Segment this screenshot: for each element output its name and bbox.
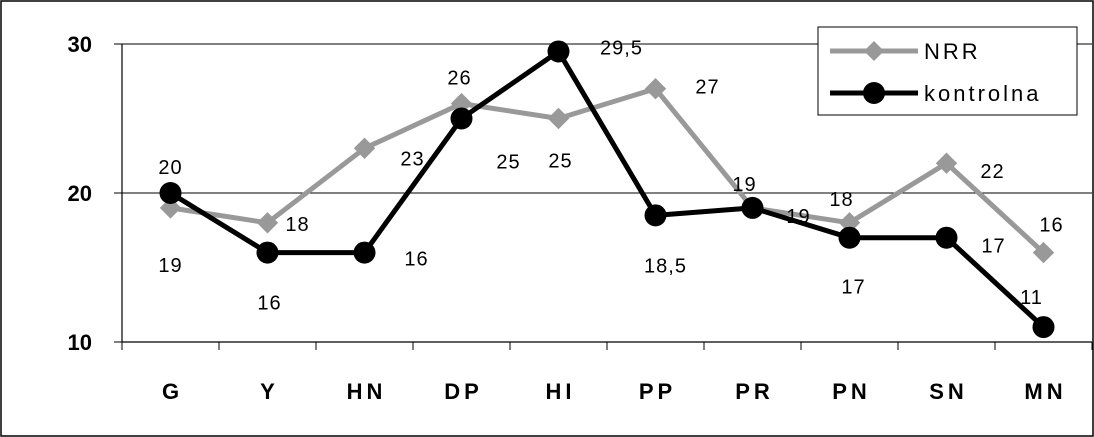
- data-point-kontrolna: [256, 241, 279, 264]
- legend-label-kontrolna: kontrolna: [924, 81, 1042, 106]
- data-point-NRR: [1032, 241, 1055, 264]
- data-label-NRR: 19: [732, 174, 756, 196]
- data-label-NRR: 23: [400, 148, 424, 170]
- series-line-NRR: [170, 86, 1046, 255]
- data-point-NRR: [256, 212, 279, 234]
- x-tick-label: G: [162, 379, 183, 404]
- data-point-kontrolna: [1032, 316, 1055, 339]
- data-label-NRR: 18: [285, 214, 309, 236]
- x-tick-label: DP: [444, 379, 483, 404]
- data-label-kontrolna: 19: [786, 206, 810, 228]
- data-point-NRR: [353, 137, 376, 160]
- y-tick-label: 30: [68, 32, 92, 57]
- data-label-kontrolna: 17: [841, 277, 865, 299]
- x-tick-label: HN: [347, 379, 387, 404]
- data-label-NRR: 25: [548, 151, 572, 173]
- data-label-kontrolna: 25: [496, 152, 520, 174]
- data-point-NRR: [935, 152, 958, 174]
- data-point-kontrolna: [644, 204, 667, 227]
- data-label-kontrolna: 16: [257, 293, 281, 315]
- data-point-kontrolna: [935, 226, 958, 249]
- data-point-NRR: [547, 107, 570, 130]
- data-point-kontrolna: [159, 182, 182, 204]
- x-tick-label: SN: [929, 379, 968, 404]
- data-label-NRR: 26: [447, 68, 471, 90]
- data-point-NRR: [644, 77, 667, 100]
- x-tick-label: MN: [1024, 379, 1066, 404]
- x-tick-label: Y: [260, 379, 279, 404]
- data-point-kontrolna: [838, 226, 861, 249]
- data-label-kontrolna: 16: [404, 249, 428, 271]
- data-label-kontrolna: 29,5: [600, 37, 643, 59]
- data-point-NRR: [159, 197, 182, 219]
- data-label-NRR: 27: [695, 77, 719, 99]
- x-tick-label: HI: [546, 379, 576, 404]
- data-label-NRR: 22: [980, 161, 1004, 183]
- data-point-kontrolna: [353, 241, 376, 264]
- data-point-kontrolna: [450, 107, 473, 130]
- y-tick-label: 10: [68, 330, 92, 355]
- legend-label-NRR: NRR: [924, 39, 981, 64]
- data-label-NRR: 18: [829, 189, 853, 211]
- legend-marker-NRR: [864, 41, 884, 61]
- y-tick-label: 20: [68, 181, 92, 206]
- x-tick-label: PP: [639, 379, 676, 404]
- data-label-kontrolna: 20: [158, 157, 182, 179]
- data-point-kontrolna: [741, 196, 764, 219]
- data-label-kontrolna: 18,5: [644, 255, 687, 277]
- data-label-NRR: 16: [1039, 215, 1063, 237]
- legend-marker-kontrolna: [863, 82, 885, 104]
- x-tick-label: PN: [832, 379, 871, 404]
- data-label-NRR: 19: [158, 255, 182, 277]
- series-line-kontrolna: [169, 48, 1046, 329]
- data-point-kontrolna: [547, 40, 570, 63]
- legend-box: [817, 26, 1078, 116]
- data-label-kontrolna: 11: [1020, 287, 1043, 309]
- x-tick-label: PR: [735, 379, 774, 404]
- data-label-kontrolna: 17: [981, 236, 1005, 258]
